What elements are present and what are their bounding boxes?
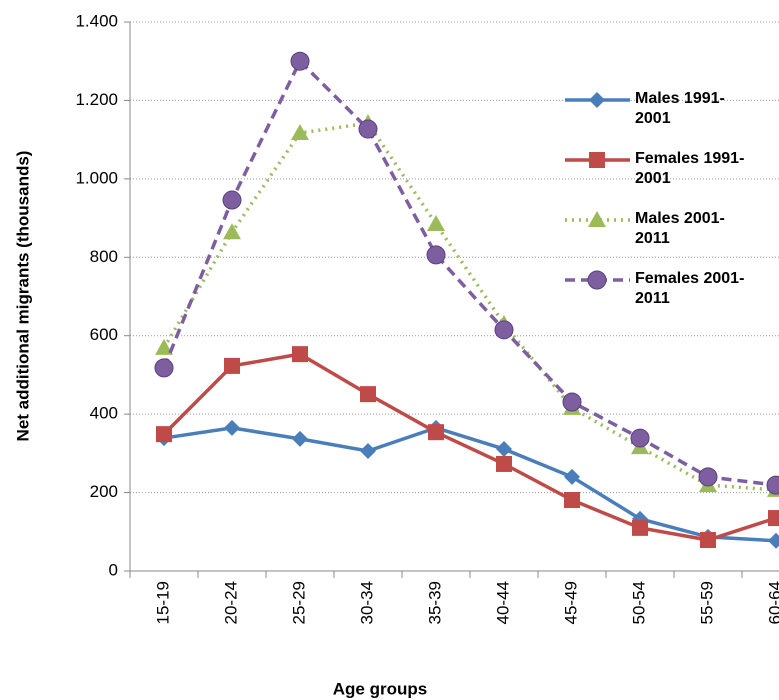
marker (496, 455, 512, 472)
marker (360, 443, 376, 460)
legend-label: Females 1991-2001 (635, 150, 745, 187)
marker (292, 346, 308, 363)
x-tick-label: 35-39 (425, 581, 444, 624)
marker (587, 270, 607, 290)
marker (224, 419, 240, 436)
x-axis-label: Age groups (333, 679, 427, 698)
y-tick-label: 600 (90, 325, 118, 344)
y-tick-label: 400 (90, 404, 118, 423)
y-tick-label: 0 (109, 560, 118, 579)
y-tick-label: 800 (90, 247, 118, 266)
marker (494, 320, 514, 340)
marker (426, 245, 446, 265)
marker (224, 357, 240, 374)
series-line (162, 352, 777, 542)
marker (155, 338, 173, 355)
x-tick-label: 25-29 (289, 581, 308, 624)
x-tick-label: 15-19 (153, 581, 172, 624)
x-tick-label: 45-49 (561, 581, 580, 624)
x-tick-label: 60-64 (765, 581, 779, 624)
marker (156, 426, 172, 443)
marker (358, 119, 378, 139)
marker (562, 392, 582, 412)
marker (291, 123, 309, 140)
marker (564, 492, 580, 509)
marker (427, 214, 445, 231)
marker (360, 386, 376, 403)
marker (766, 475, 779, 495)
marker (290, 51, 310, 71)
y-tick-label: 1.000 (75, 168, 118, 187)
marker (630, 428, 650, 448)
marker (223, 223, 241, 240)
legend-label: Males 1991-2001 (635, 90, 725, 127)
x-tick-label: 50-54 (629, 581, 648, 624)
x-tick-label: 55-59 (697, 581, 716, 624)
x-tick-label: 40-44 (493, 581, 512, 624)
marker (222, 190, 242, 210)
marker (768, 510, 779, 527)
y-tick-label: 1.400 (75, 11, 118, 30)
marker (428, 424, 444, 441)
y-axis-label: Net additional migrants (thousands) (13, 151, 32, 442)
x-tick-label: 20-24 (221, 581, 240, 624)
marker (768, 532, 779, 549)
marker (700, 532, 716, 549)
legend-label: Males 2001-2011 (635, 210, 725, 247)
marker (589, 92, 605, 108)
series-line (163, 426, 777, 543)
y-tick-label: 200 (90, 482, 118, 501)
y-tick-label: 1.200 (75, 90, 118, 109)
series-line (162, 121, 777, 492)
marker (589, 152, 605, 168)
legend-label: Females 2001-2011 (635, 270, 745, 307)
x-tick-label: 30-34 (357, 581, 376, 624)
marker (632, 519, 648, 536)
marker (698, 467, 718, 487)
marker (496, 441, 512, 458)
marker (154, 358, 174, 378)
marker (588, 211, 606, 227)
marker (292, 430, 308, 447)
marker (564, 468, 580, 485)
series-line (162, 58, 777, 487)
